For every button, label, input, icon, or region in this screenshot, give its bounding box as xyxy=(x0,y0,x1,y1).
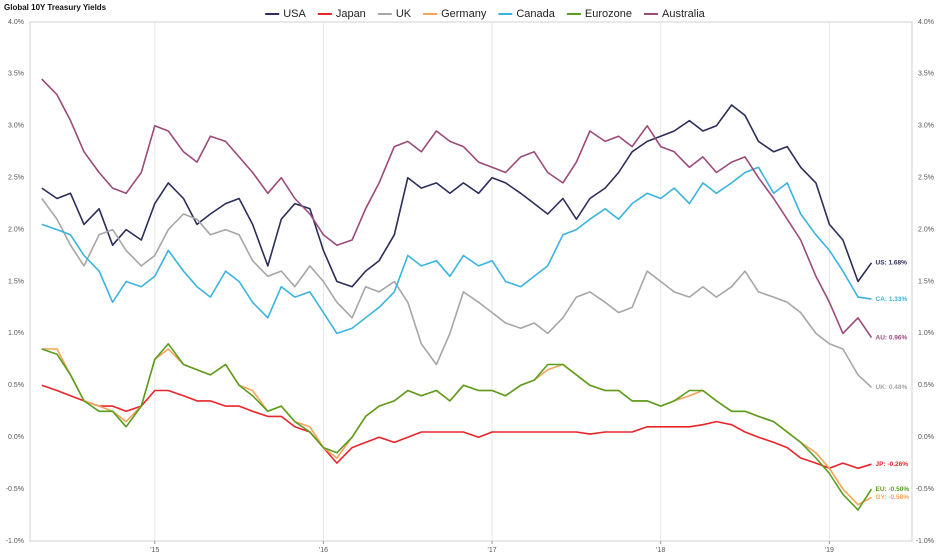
x-tick-label: '19 xyxy=(825,547,834,554)
x-tick-label: '15 xyxy=(150,547,159,554)
y-tick-label: 1.0% xyxy=(8,330,24,337)
series-line xyxy=(41,166,872,335)
legend-label: Japan xyxy=(336,8,366,20)
y2-tick-label: -1.0% xyxy=(916,538,934,545)
series-line xyxy=(41,198,873,388)
end-label: AU: 0.96% xyxy=(876,334,908,341)
series-line xyxy=(41,343,873,511)
chart-title: Global 10Y Treasury Yields xyxy=(4,3,107,12)
x-tick-label: '18 xyxy=(656,547,665,554)
legend-label: Germany xyxy=(441,8,487,20)
y2-tick-label: -0.5% xyxy=(916,486,934,493)
end-label: EU: -0.50% xyxy=(876,486,910,493)
y-tick-label: 4.0% xyxy=(8,19,24,26)
y2-tick-label: 4.0% xyxy=(918,19,934,26)
end-label: CA: 1.33% xyxy=(876,296,908,303)
y2-tick-label: 3.5% xyxy=(918,71,934,78)
legend-label: USA xyxy=(283,8,306,20)
legend-label: Eurozone xyxy=(585,8,632,20)
series-line xyxy=(41,78,873,339)
y-tick-label: 1.5% xyxy=(8,278,24,285)
y-tick-label: 2.5% xyxy=(8,175,24,182)
y-tick-label: -0.5% xyxy=(6,486,24,493)
x-tick-label: '16 xyxy=(319,547,328,554)
legend-label: Canada xyxy=(516,8,555,20)
y2-tick-label: 1.5% xyxy=(918,278,934,285)
series-line xyxy=(41,104,873,288)
legend-label: UK xyxy=(396,8,412,20)
y2-tick-label: 1.0% xyxy=(918,330,934,337)
series-line xyxy=(41,384,872,470)
end-label: UK: 0.48% xyxy=(876,384,908,391)
end-label: JP: -0.26% xyxy=(876,461,909,468)
plot-frame xyxy=(29,21,913,542)
y-tick-label: -1.0% xyxy=(6,538,24,545)
y-tick-label: 0.5% xyxy=(8,382,24,389)
end-label: US: 1.68% xyxy=(876,260,908,267)
y2-tick-label: 0.0% xyxy=(918,434,934,441)
y-tick-label: 3.5% xyxy=(8,71,24,78)
y2-tick-label: 0.5% xyxy=(918,382,934,389)
end-label: GY: -0.58% xyxy=(876,494,910,501)
y-tick-label: 2.0% xyxy=(8,226,24,233)
y2-tick-label: 3.0% xyxy=(918,123,934,130)
x-tick-label: '17 xyxy=(488,547,497,554)
y2-tick-label: 2.0% xyxy=(918,226,934,233)
y-tick-label: 0.0% xyxy=(8,434,24,441)
legend-label: Australia xyxy=(662,8,706,20)
y-tick-label: 3.0% xyxy=(8,123,24,130)
y2-tick-label: 2.5% xyxy=(918,175,934,182)
